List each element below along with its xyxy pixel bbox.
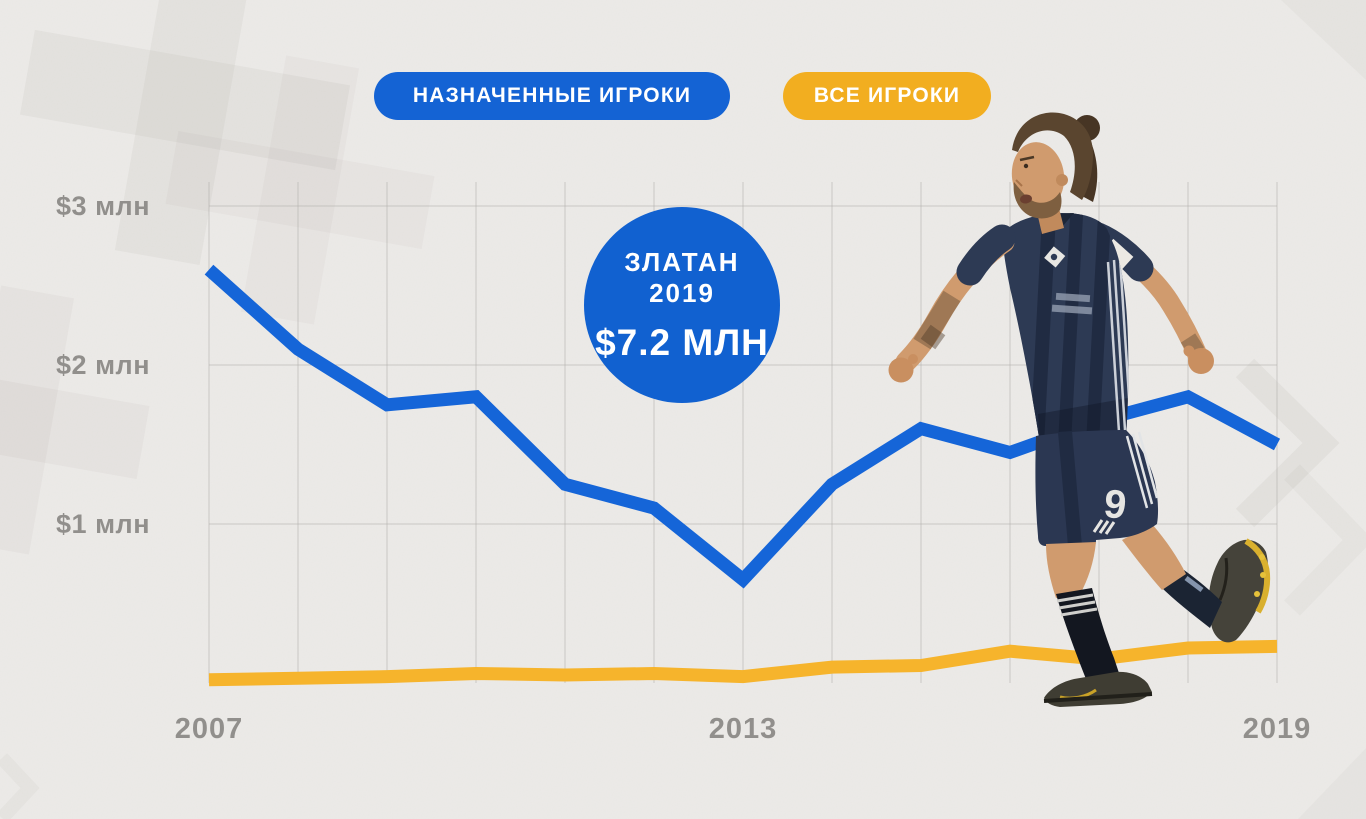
plus-watermark-top-left (19, 0, 435, 325)
zlatan-salary-callout: ЗЛАТАН 2019 $7.2 МЛН (584, 207, 780, 403)
legend-all-players: ВСЕ ИГРОКИ (783, 72, 991, 120)
corner-band-bottom-right (1298, 748, 1366, 819)
zlatan-left-arm (888, 224, 1016, 383)
zlatan-front-leg (1043, 542, 1153, 707)
callout-title: ЗЛАТАН (624, 246, 740, 277)
callout-year: 2019 (649, 277, 715, 308)
legend-all-players-label: ВСЕ ИГРОКИ (813, 84, 961, 107)
x-tick-2019: 2019 (1242, 713, 1312, 745)
y-tick-3mln: $3 млн (56, 191, 150, 221)
zlatan-shorts: 9 (1035, 430, 1159, 546)
zlatan-head (1011, 112, 1100, 234)
x-tick-2007: 2007 (174, 713, 244, 745)
y-tick-2mln: $2 млн (56, 350, 150, 380)
callout-value: $7.2 МЛН (595, 321, 769, 363)
x-tick-2013: 2013 (708, 713, 778, 745)
y-tick-1mln: $1 млн (56, 509, 150, 539)
legend-designated-players-label: НАЗНАЧЕННЫЕ ИГРОКИ (412, 84, 692, 107)
legend-designated-players: НАЗНАЧЕННЫЕ ИГРОКИ (374, 72, 730, 120)
corner-band-top-right (1281, 0, 1366, 80)
chevron-decor-bottom-left (0, 753, 40, 819)
plus-watermark-left (0, 285, 150, 555)
chevron-decor-right (1235, 358, 1366, 616)
zlatan-back-leg (1122, 524, 1271, 643)
zlatan-photo-cutout: 9 (888, 112, 1271, 707)
svg-text:9: 9 (1102, 482, 1129, 528)
zlatan-jersey (1002, 213, 1129, 444)
